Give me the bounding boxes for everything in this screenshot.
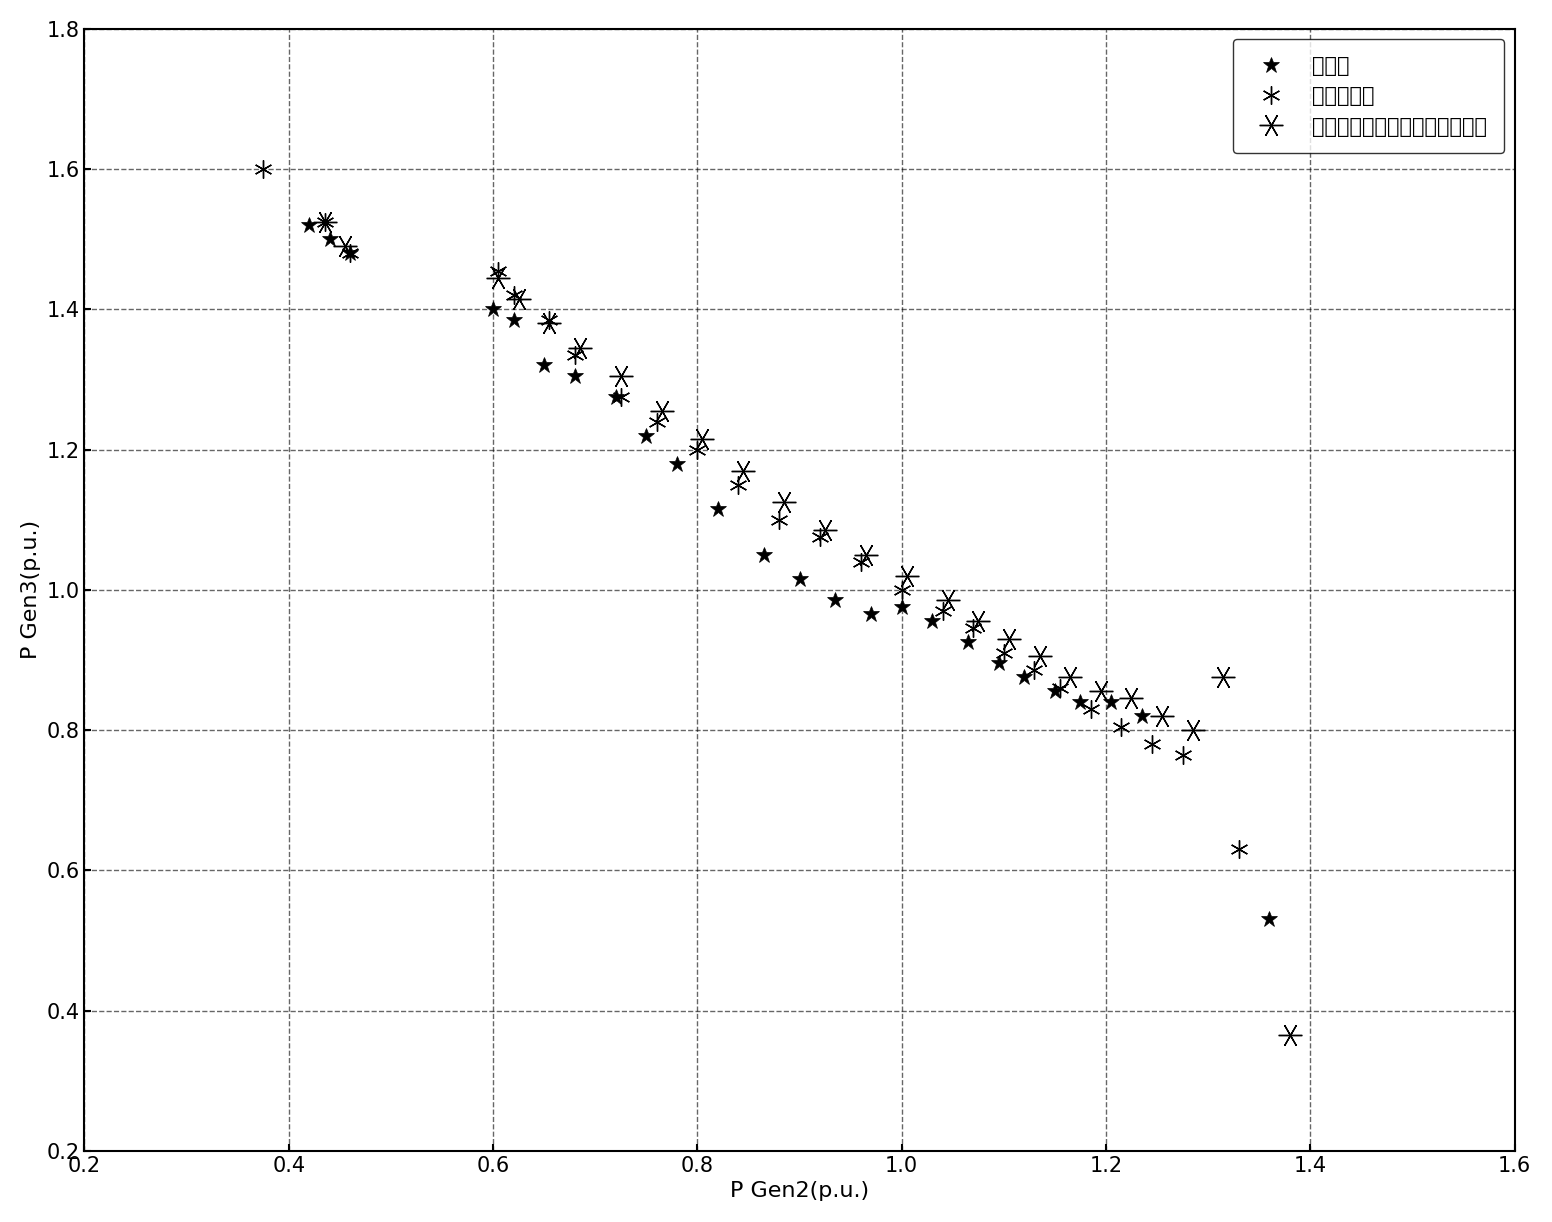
Legend: 原机群, 容量加权法, 考虑负载率和临界滑差的加权法: 原机群, 容量加权法, 考虑负载率和临界滑差的加权法 bbox=[1234, 39, 1504, 154]
原机群 bbox=[790, 572, 809, 587]
原机群 bbox=[341, 246, 360, 260]
考虑负载率和临界滑差的加权法 bbox=[1062, 670, 1080, 684]
考虑负载率和临界滑差的加权法 bbox=[509, 292, 528, 307]
容量加权法 bbox=[1229, 842, 1248, 857]
原机群 bbox=[861, 607, 880, 622]
原机群 bbox=[754, 547, 773, 562]
考虑负载率和临界滑差的加权法 bbox=[999, 632, 1018, 646]
考虑负载率和临界滑差的加权法 bbox=[571, 341, 590, 356]
容量加权法 bbox=[1173, 747, 1192, 761]
容量加权法 bbox=[770, 512, 788, 527]
原机群 bbox=[300, 218, 318, 232]
容量加权法 bbox=[892, 583, 911, 598]
原机群 bbox=[989, 656, 1007, 671]
原机群 bbox=[565, 369, 584, 384]
原机群 bbox=[1133, 709, 1152, 723]
Line: 原机群: 原机群 bbox=[301, 216, 1277, 927]
原机群 bbox=[504, 313, 523, 327]
容量加权法 bbox=[995, 645, 1013, 660]
考虑负载率和临界滑差的加权法 bbox=[1031, 649, 1049, 664]
考虑负载率和临界滑差的加权法 bbox=[857, 547, 875, 562]
容量加权法 bbox=[810, 530, 829, 545]
原机群 bbox=[320, 232, 338, 247]
原机群 bbox=[636, 428, 655, 442]
Y-axis label: P Gen3(p.u.): P Gen3(p.u.) bbox=[20, 521, 40, 660]
考虑负载率和临界滑差的加权法 bbox=[1153, 709, 1172, 723]
考虑负载率和临界滑差的加权法 bbox=[939, 593, 958, 607]
X-axis label: P Gen2(p.u.): P Gen2(p.u.) bbox=[729, 1182, 869, 1201]
原机群 bbox=[892, 600, 911, 615]
容量加权法 bbox=[255, 161, 273, 176]
容量加权法 bbox=[688, 442, 706, 457]
考虑负载率和临界滑差的加权法 bbox=[1091, 684, 1110, 699]
考虑负载率和临界滑差的加权法 bbox=[734, 463, 753, 478]
容量加权法 bbox=[611, 390, 630, 404]
原机群 bbox=[709, 502, 728, 517]
容量加权法 bbox=[315, 214, 334, 229]
考虑负载率和临界滑差的加权法 bbox=[315, 214, 334, 229]
Line: 容量加权法: 容量加权法 bbox=[255, 160, 1248, 858]
容量加权法 bbox=[964, 621, 982, 635]
考虑负载率和临界滑差的加权法 bbox=[1184, 722, 1203, 737]
原机群 bbox=[607, 390, 625, 404]
考虑负载率和临界滑差的加权法 bbox=[968, 613, 987, 628]
原机群 bbox=[484, 302, 503, 316]
考虑负载率和临界滑差的加权法 bbox=[1122, 692, 1141, 706]
容量加权法 bbox=[1142, 737, 1161, 752]
Line: 考虑负载率和临界滑差的加权法: 考虑负载率和临界滑差的加权法 bbox=[314, 210, 1302, 1047]
原机群 bbox=[1071, 694, 1090, 709]
原机群 bbox=[1260, 912, 1279, 926]
容量加权法 bbox=[341, 246, 360, 260]
原机群 bbox=[923, 613, 942, 628]
容量加权法 bbox=[1082, 701, 1100, 716]
原机群 bbox=[1102, 694, 1121, 709]
考虑负载率和临界滑差的加权法 bbox=[652, 403, 670, 418]
原机群 bbox=[959, 635, 978, 650]
容量加权法 bbox=[1026, 664, 1044, 678]
考虑负载率和临界滑差的加权法 bbox=[611, 369, 630, 384]
考虑负载率和临界滑差的加权法 bbox=[489, 270, 508, 285]
考虑负载率和临界滑差的加权法 bbox=[897, 568, 916, 583]
容量加权法 bbox=[647, 414, 666, 429]
考虑负载率和临界滑差的加权法 bbox=[774, 495, 793, 510]
容量加权法 bbox=[1111, 720, 1130, 734]
容量加权法 bbox=[1051, 681, 1069, 695]
原机群 bbox=[1046, 684, 1065, 699]
原机群 bbox=[826, 593, 844, 607]
原机群 bbox=[667, 456, 686, 470]
考虑负载率和临界滑差的加权法 bbox=[1280, 1028, 1299, 1042]
容量加权法 bbox=[933, 604, 951, 618]
容量加权法 bbox=[489, 264, 508, 279]
容量加权法 bbox=[565, 347, 584, 362]
考虑负载率和临界滑差的加权法 bbox=[335, 238, 354, 253]
考虑负载率和临界滑差的加权法 bbox=[540, 316, 559, 331]
容量加权法 bbox=[729, 478, 748, 492]
容量加权法 bbox=[852, 555, 871, 569]
容量加权法 bbox=[540, 313, 559, 327]
原机群 bbox=[1015, 670, 1034, 684]
考虑负载率和临界滑差的加权法 bbox=[694, 431, 712, 446]
容量加权法 bbox=[504, 288, 523, 303]
原机群 bbox=[535, 358, 554, 373]
考虑负载率和临界滑差的加权法 bbox=[816, 523, 835, 538]
考虑负载率和临界滑差的加权法 bbox=[1214, 670, 1232, 684]
